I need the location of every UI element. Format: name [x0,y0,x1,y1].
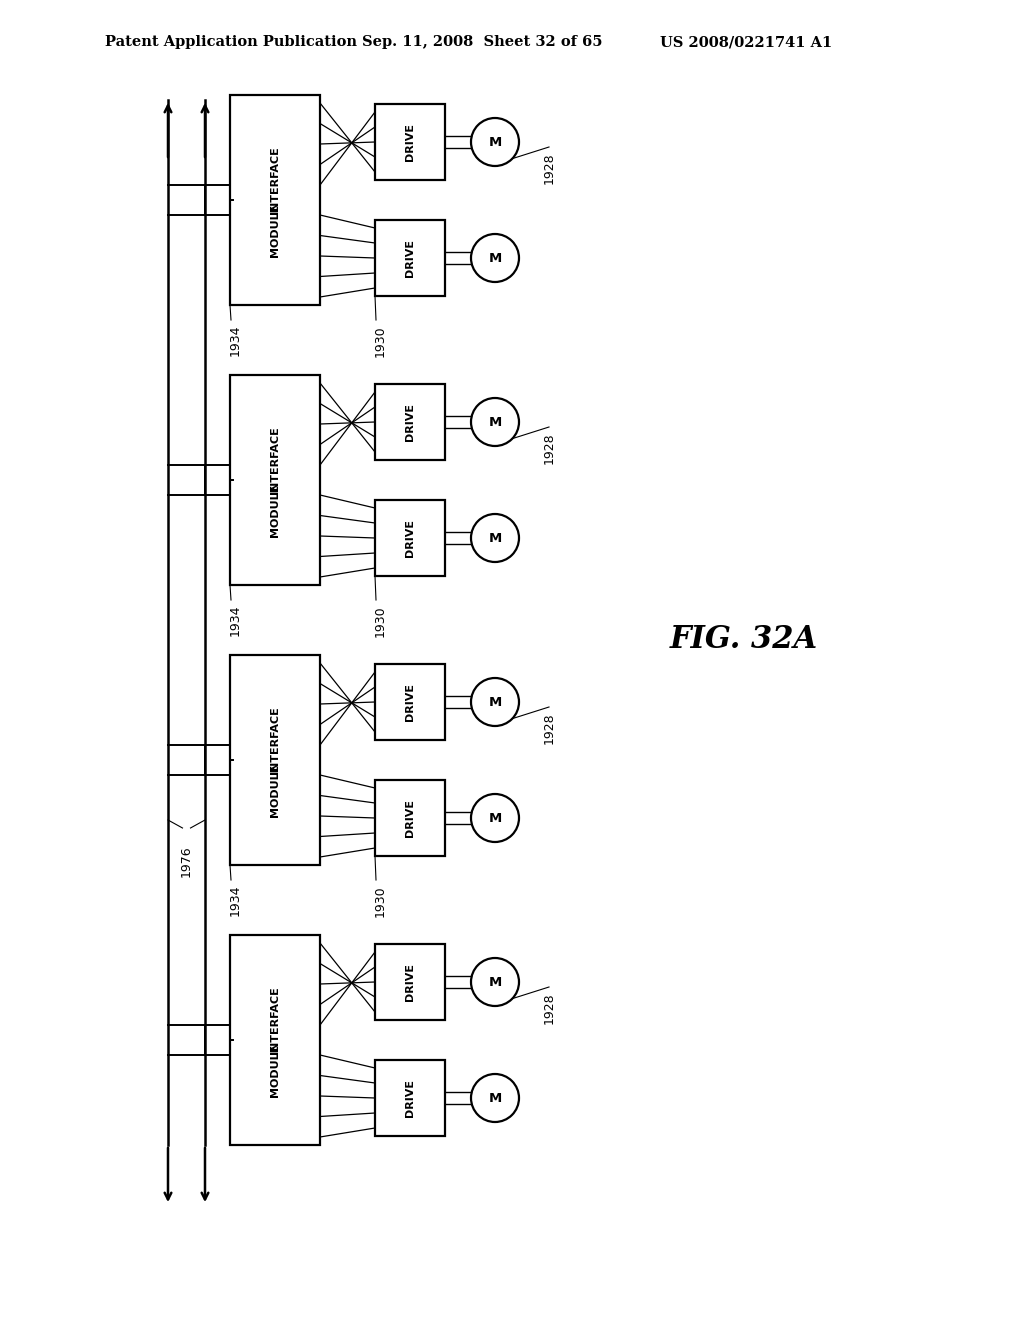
Bar [205,465,233,495]
Text: Patent Application Publication: Patent Application Publication [105,36,357,49]
Circle shape [471,513,519,562]
Text: INTERFACE: INTERFACE [270,426,280,494]
Circle shape [471,795,519,842]
Text: 1976: 1976 [180,845,193,876]
Circle shape [471,678,519,726]
Bar [375,664,445,741]
Bar [205,744,233,775]
Bar [375,104,445,180]
Bar [205,1026,233,1055]
Text: M: M [488,812,502,825]
Text: 1928: 1928 [543,432,555,463]
Text: MODULE: MODULE [270,763,280,817]
Bar [375,384,445,459]
Bar [205,185,233,215]
Bar [375,500,445,576]
Circle shape [471,234,519,282]
Text: M: M [488,252,502,264]
Text: M: M [488,532,502,544]
Text: INTERFACE: INTERFACE [270,986,280,1053]
Bar [375,944,445,1020]
Text: 1928: 1928 [543,711,555,743]
Text: DRIVE: DRIVE [406,123,415,161]
Text: DRIVE: DRIVE [406,682,415,721]
Text: DRIVE: DRIVE [406,799,415,837]
Text: M: M [488,136,502,149]
Bar [375,1060,445,1137]
Text: MODULE: MODULE [270,483,280,537]
Circle shape [471,399,519,446]
Text: M: M [488,975,502,989]
Text: 1928: 1928 [543,152,555,183]
Bar [230,375,319,585]
Text: US 2008/0221741 A1: US 2008/0221741 A1 [660,36,833,49]
Circle shape [471,1074,519,1122]
Bar [375,780,445,855]
Text: MODULE: MODULE [270,1043,280,1097]
Bar [230,655,319,865]
Text: 1930: 1930 [374,605,386,636]
Text: DRIVE: DRIVE [406,403,415,441]
Text: M: M [488,416,502,429]
Bar [230,935,319,1144]
Bar [375,220,445,296]
Text: DRIVE: DRIVE [406,1078,415,1117]
Text: INTERFACE: INTERFACE [270,706,280,774]
Text: DRIVE: DRIVE [406,964,415,1001]
Circle shape [471,958,519,1006]
Text: 1928: 1928 [543,993,555,1023]
Bar [230,95,319,305]
Text: 1934: 1934 [228,325,242,356]
Text: M: M [488,1092,502,1105]
Circle shape [471,117,519,166]
Text: 1930: 1930 [374,884,386,916]
Text: 1934: 1934 [228,605,242,636]
Text: DRIVE: DRIVE [406,519,415,557]
Text: INTERFACE: INTERFACE [270,147,280,214]
Text: M: M [488,696,502,709]
Text: FIG. 32A: FIG. 32A [670,624,818,656]
Text: Sep. 11, 2008  Sheet 32 of 65: Sep. 11, 2008 Sheet 32 of 65 [362,36,602,49]
Text: 1934: 1934 [228,884,242,916]
Text: 1930: 1930 [374,325,386,356]
Text: DRIVE: DRIVE [406,239,415,277]
Text: MODULE: MODULE [270,203,280,256]
